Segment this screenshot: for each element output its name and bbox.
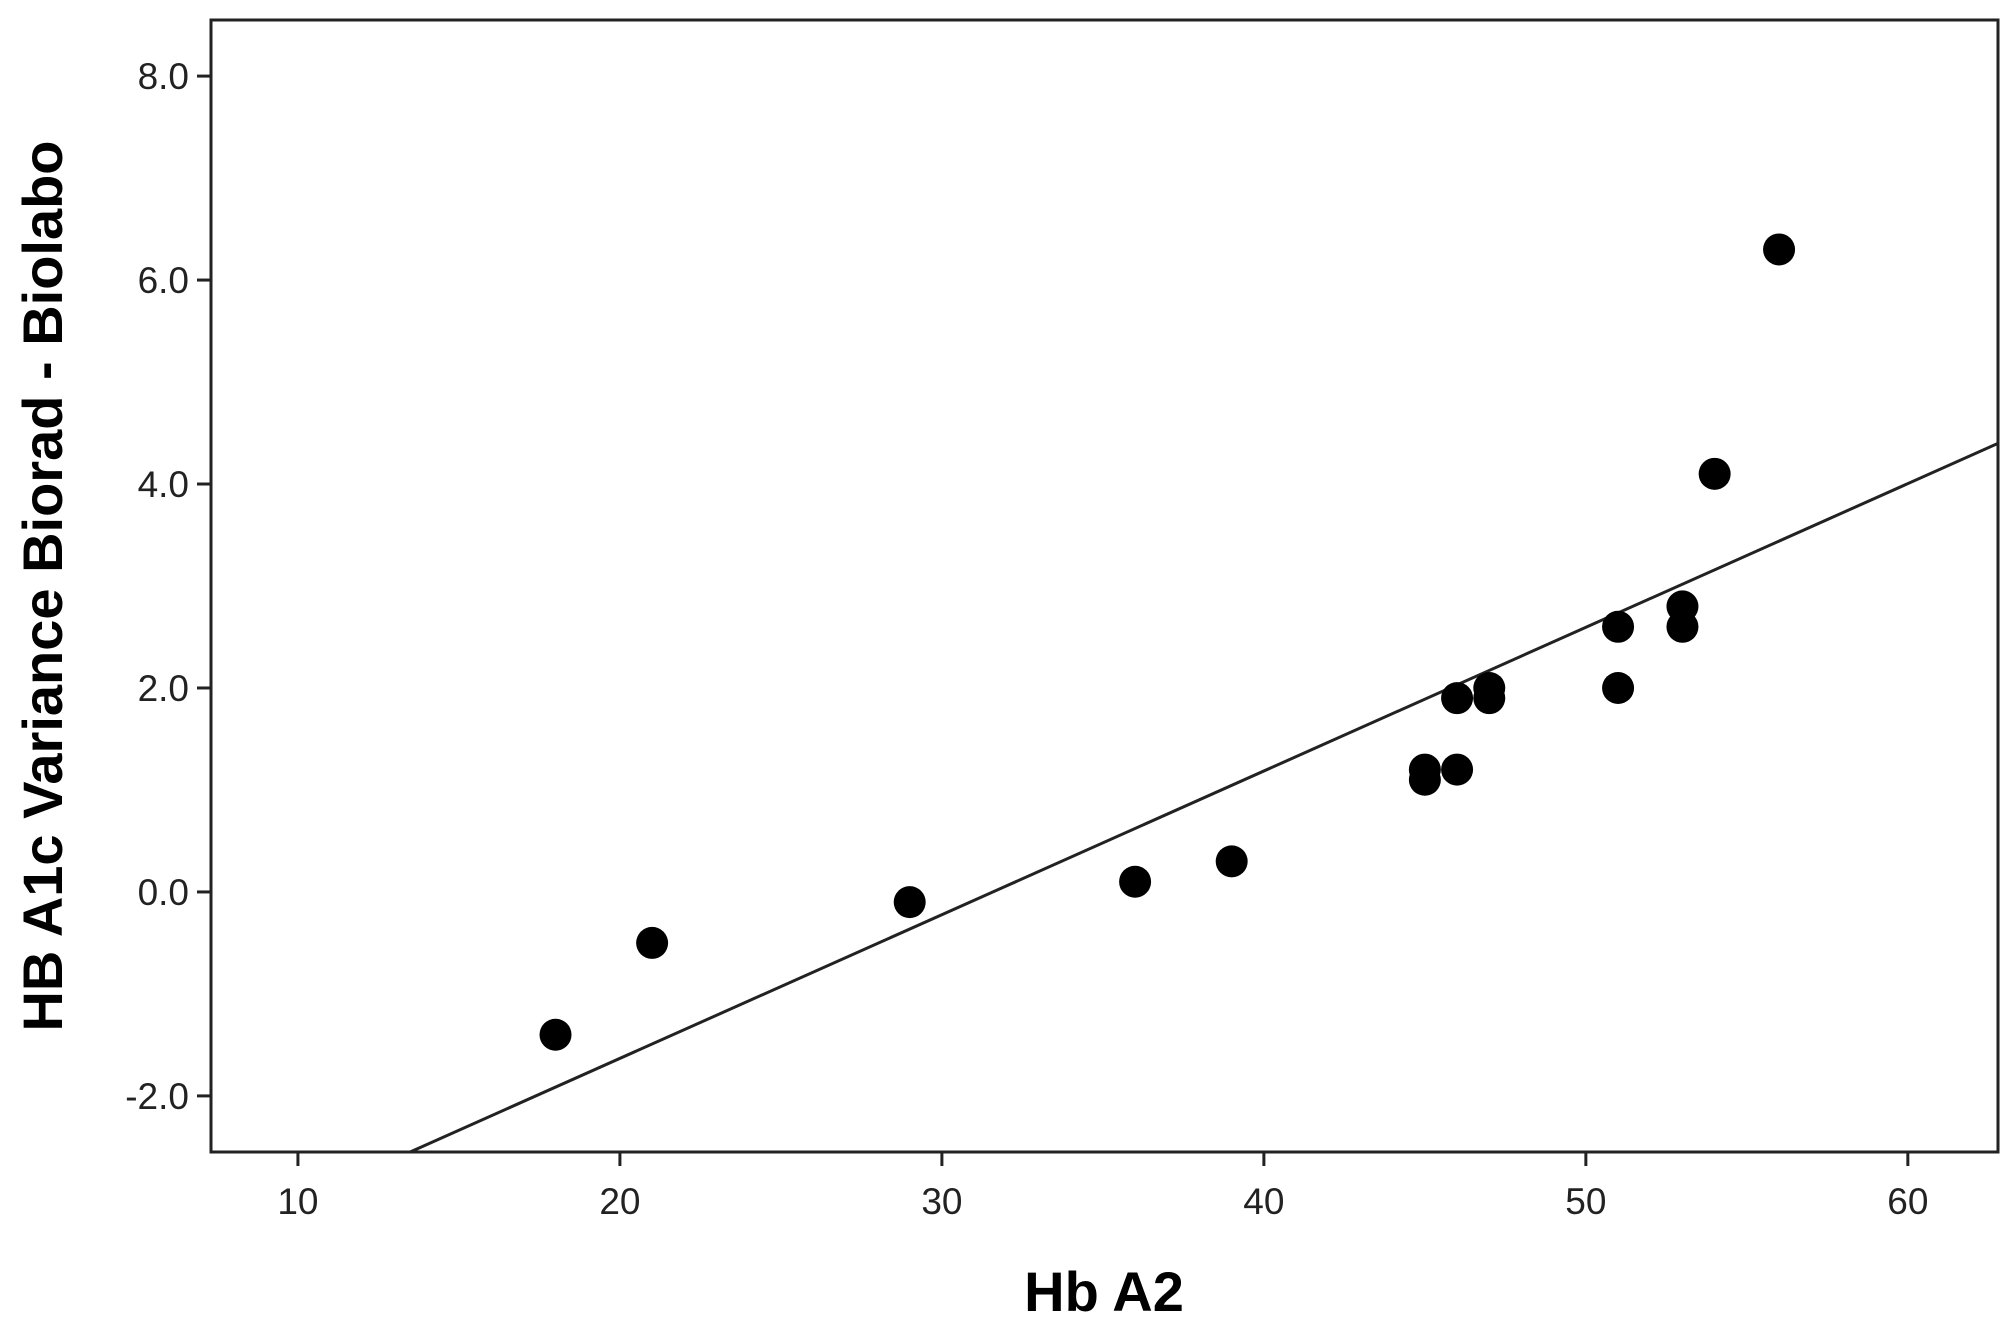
data-point xyxy=(636,926,669,959)
x-axis: 10 20 30 40 50 60 xyxy=(277,1152,1928,1222)
y-tick-label: 2.0 xyxy=(138,668,189,709)
x-tick-label: 40 xyxy=(1243,1181,1284,1222)
data-point xyxy=(539,1018,572,1051)
y-axis: -2.0 0.0 2.0 4.0 6.0 8.0 xyxy=(125,56,211,1117)
data-point xyxy=(1602,671,1635,704)
data-point xyxy=(1215,845,1248,878)
y-tick-label: 8.0 xyxy=(138,56,189,97)
data-point xyxy=(1666,590,1699,623)
regression-line xyxy=(406,442,1998,1152)
y-axis-title: HB A1c Variance Biorad - Biolabo xyxy=(11,140,74,1031)
x-axis-title: Hb A2 xyxy=(1024,1260,1184,1323)
x-tick-label: 20 xyxy=(599,1181,640,1222)
data-point xyxy=(1119,865,1152,898)
data-point xyxy=(1763,233,1796,266)
x-tick-label: 10 xyxy=(277,1181,318,1222)
plot-frame xyxy=(209,18,2000,1154)
x-tick-label: 30 xyxy=(921,1181,962,1222)
data-point xyxy=(893,886,926,919)
data-points-layer xyxy=(539,233,1796,1051)
data-point xyxy=(1698,457,1731,490)
fit-line-layer xyxy=(406,442,1998,1152)
y-tick-label: 0.0 xyxy=(138,872,189,913)
data-point xyxy=(1441,753,1474,786)
y-tick-label: -2.0 xyxy=(125,1076,189,1117)
data-point xyxy=(1602,610,1635,643)
x-tick-label: 60 xyxy=(1887,1181,1928,1222)
data-point xyxy=(1473,671,1506,704)
data-point xyxy=(1408,753,1441,786)
x-tick-label: 50 xyxy=(1565,1181,1606,1222)
data-point xyxy=(1441,682,1474,715)
y-tick-label: 4.0 xyxy=(138,464,189,505)
y-tick-label: 6.0 xyxy=(138,260,189,301)
